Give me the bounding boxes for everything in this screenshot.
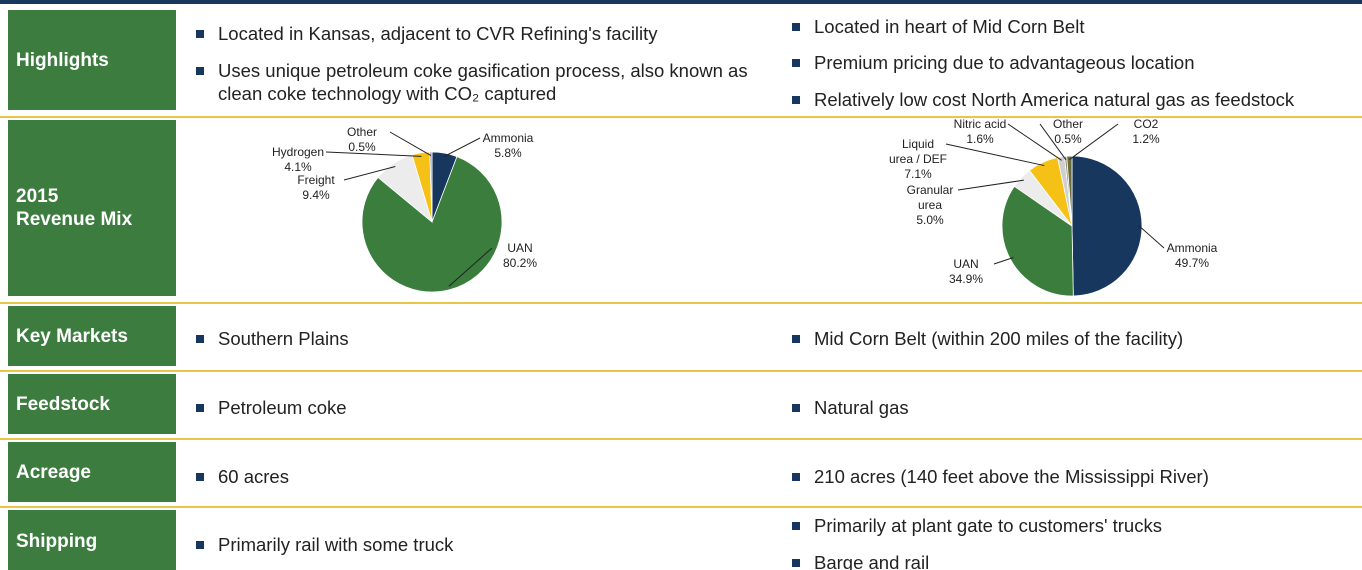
bullet: 60 acres (196, 465, 758, 488)
leader-line (389, 131, 432, 156)
row-label: Key Markets (8, 306, 176, 366)
bullet: 210 acres (140 feet above the Mississipp… (792, 465, 1362, 488)
leader-line (1007, 123, 1062, 161)
top-rule (0, 0, 1362, 4)
bullet: Primarily rail with some truck (196, 533, 758, 556)
bullet: Natural gas (792, 396, 1362, 419)
bullet: Located in Kansas, adjacent to CVR Refin… (196, 22, 758, 45)
row-label: Highlights (8, 10, 176, 110)
slice-label: Other (1053, 117, 1083, 131)
bullet: Premium pricing due to advantageous loca… (792, 51, 1362, 74)
bullet: Mid Corn Belt (within 200 miles of the f… (792, 327, 1362, 350)
slice-value: 1.6% (966, 132, 994, 146)
slice-value: 80.2% (503, 256, 537, 270)
bullet: Petroleum coke (196, 396, 758, 419)
slice-label: Hydrogen (272, 145, 324, 159)
bullet: Located in heart of Mid Corn Belt (792, 15, 1362, 38)
leader-line (448, 247, 493, 287)
slice-label: Liquid urea / DEF (889, 137, 947, 166)
slice-label: Ammonia (1167, 241, 1218, 255)
slice-value: 4.1% (284, 160, 312, 174)
leader-line (325, 151, 422, 157)
pie-slice (1066, 155, 1073, 227)
pie-slice (429, 151, 433, 223)
row-separator (0, 506, 1362, 508)
leader-line (993, 257, 1014, 265)
pie-slice (1071, 155, 1143, 297)
slice-value: 7.1% (904, 167, 932, 181)
leader-line (1039, 123, 1067, 161)
slice-label: Freight (297, 173, 335, 187)
slice-value: 5.0% (916, 213, 944, 227)
row-separator (0, 438, 1362, 440)
slice-value: 0.5% (348, 140, 376, 154)
slice-value: 9.4% (302, 188, 330, 202)
row-separator (0, 370, 1362, 372)
slice-value: 34.9% (949, 272, 983, 286)
leader-line (443, 137, 481, 158)
pie-slice (1001, 185, 1074, 297)
leader-line (957, 179, 1024, 191)
bullet: Barge and rail (792, 551, 1362, 570)
bullet: Primarily at plant gate to customers' tr… (792, 514, 1362, 537)
row-separator (0, 116, 1362, 118)
row-label: Acreage (8, 442, 176, 502)
slice-value: 49.7% (1175, 256, 1209, 270)
slice-value: 5.8% (494, 146, 522, 160)
row-label: Feedstock (8, 374, 176, 434)
bullet: Uses unique petroleum coke gasification … (196, 59, 758, 105)
leader-line (343, 166, 396, 181)
row-label: 2015 Revenue Mix (8, 120, 176, 296)
bullet: Relatively low cost North America natura… (792, 88, 1362, 111)
slice-label: Nitric acid (954, 117, 1007, 131)
slice-label: Other (347, 125, 377, 139)
leader-line (1069, 123, 1119, 160)
slice-label: UAN (507, 241, 532, 255)
leader-line (945, 143, 1045, 167)
row-label: Shipping (8, 510, 176, 570)
slice-value: 1.2% (1132, 132, 1160, 146)
row-separator (0, 302, 1362, 304)
pie-slice (361, 156, 503, 293)
slice-value: 0.5% (1054, 132, 1082, 146)
bullet: Southern Plains (196, 327, 758, 350)
slice-label: Granular urea (907, 183, 954, 212)
leader-line (1138, 224, 1165, 249)
slice-label: CO2 (1134, 117, 1159, 131)
slice-label: UAN (953, 257, 978, 271)
slice-label: Ammonia (483, 131, 534, 145)
